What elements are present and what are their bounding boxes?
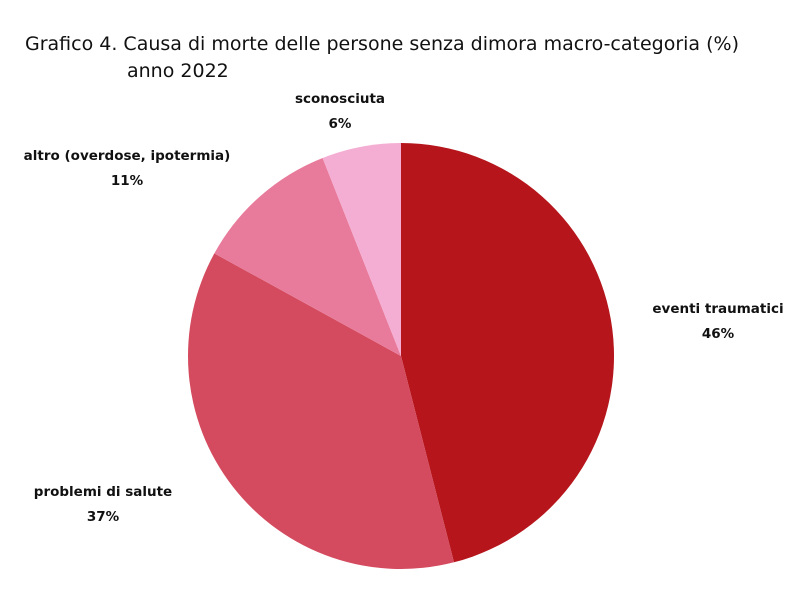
slice-value-label: 46% <box>702 326 735 342</box>
pie-slice <box>322 143 401 356</box>
pie-slice <box>401 143 615 563</box>
slice-label: sconosciuta <box>295 91 385 107</box>
slice-label: altro (overdose, ipotermia) <box>24 148 231 164</box>
slice-value-label: 6% <box>329 116 352 132</box>
slice-label: problemi di salute <box>34 484 172 500</box>
slice-value-label: 11% <box>111 173 144 189</box>
slice-value-label: 37% <box>87 509 120 525</box>
pie-slice <box>187 253 454 570</box>
pie-slice <box>214 157 401 356</box>
slice-label: eventi traumatici <box>652 301 783 317</box>
chart-title: Grafico 4. Causa di morte delle persone … <box>25 33 739 55</box>
chart-subtitle: anno 2022 <box>127 60 229 82</box>
